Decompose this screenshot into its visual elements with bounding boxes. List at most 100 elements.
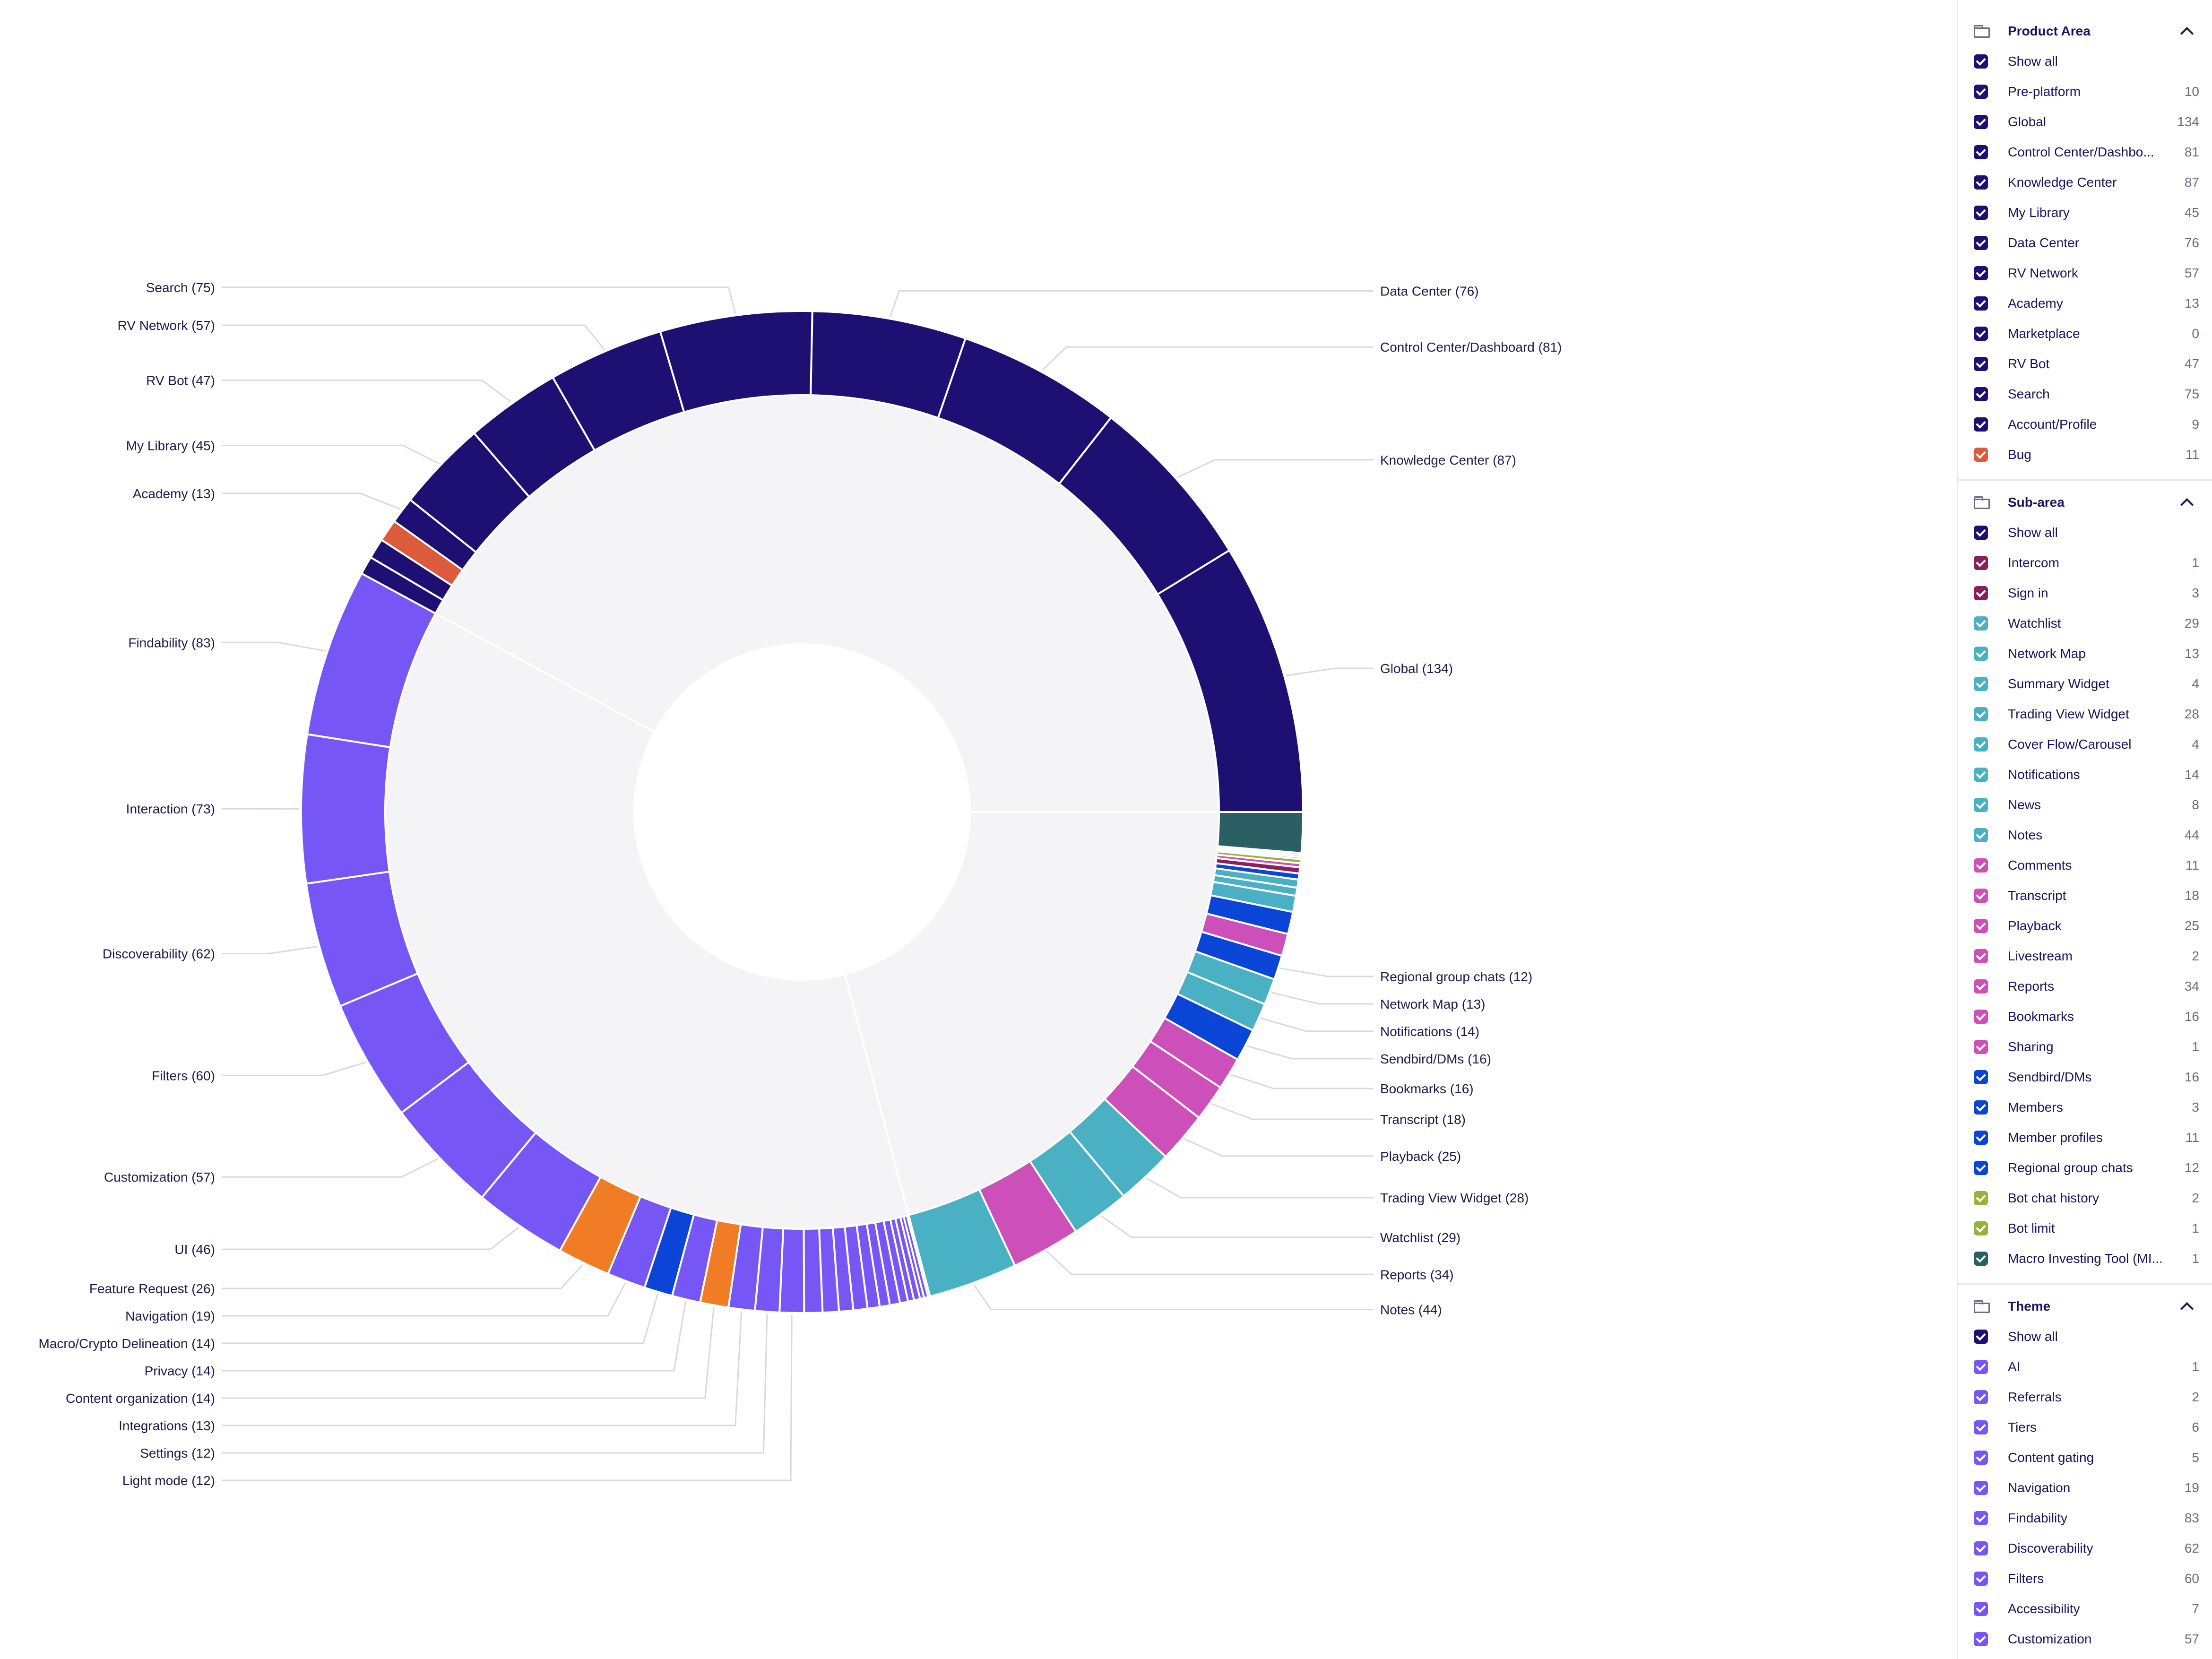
filter-checkbox[interactable] [1974,417,1988,432]
filter-item[interactable]: Global 134 [1958,107,2212,137]
filter-item[interactable]: Filters 60 [1958,1564,2212,1594]
filter-item[interactable]: Cover Flow/Carousel 4 [1958,729,2212,760]
filter-checkbox[interactable] [1974,1221,1988,1236]
show-all-filter[interactable]: Show all [1958,46,2212,77]
filter-checkbox[interactable] [1974,1040,1988,1054]
filter-checkbox[interactable] [1974,1390,1988,1404]
filter-item[interactable]: Bot chat history 2 [1958,1183,2212,1213]
outer-slice[interactable] [727,1223,764,1312]
outer-slice[interactable] [1068,1097,1167,1198]
filter-checkbox[interactable] [1974,54,1988,69]
outer-slice[interactable] [551,330,685,452]
outer-slice[interactable] [1163,992,1254,1061]
filter-item[interactable]: Knowledge Center 87 [1958,167,2212,198]
filter-checkbox[interactable] [1974,175,1988,190]
filter-item[interactable]: Search 75 [1958,379,2212,409]
filter-checkbox[interactable] [1974,296,1988,311]
outer-slice[interactable] [380,519,464,587]
filter-item[interactable]: Referrals 2 [1958,1382,2212,1412]
outer-slice[interactable] [778,1227,805,1314]
filter-item[interactable]: Notes 44 [1958,820,2212,850]
filter-checkbox[interactable] [1974,206,1988,220]
filter-checkbox[interactable] [1974,768,1988,782]
filter-item[interactable]: Comments 11 [1958,850,2212,881]
outer-slice[interactable] [659,310,813,414]
filter-item[interactable]: Member profiles 11 [1958,1123,2212,1153]
filter-item[interactable]: Reports 34 [1958,971,2212,1002]
filter-item[interactable]: Members 3 [1958,1092,2212,1123]
outer-slice[interactable] [1028,1130,1125,1233]
filter-item[interactable]: Marketplace 0 [1958,319,2212,349]
filter-checkbox[interactable] [1974,828,1988,842]
outer-slice[interactable] [831,1226,855,1313]
filter-checkbox[interactable] [1974,979,1988,994]
filter-checkbox[interactable] [1974,145,1988,159]
filter-item[interactable]: My Library 45 [1958,198,2212,228]
filter-checkbox[interactable] [1974,1070,1988,1084]
filter-item[interactable]: RV Bot 47 [1958,349,2212,379]
filter-checkbox[interactable] [1974,115,1988,129]
section-header[interactable]: Sub-area [1958,487,2212,518]
outer-slice[interactable] [1149,1017,1239,1089]
filter-item[interactable]: Account/Profile 9 [1958,409,2212,440]
filter-checkbox[interactable] [1974,798,1988,812]
filter-item[interactable]: RV Network 57 [1958,258,2212,288]
filter-checkbox[interactable] [1974,1602,1988,1616]
filter-item[interactable]: Content gating 5 [1958,1443,2212,1473]
outer-slice[interactable] [305,870,419,1008]
filter-item[interactable]: Tiers 6 [1958,1412,2212,1443]
outer-slice[interactable] [810,310,967,419]
filter-checkbox[interactable] [1974,556,1988,570]
filter-checkbox[interactable] [1974,1010,1988,1024]
outer-slice[interactable] [1200,912,1289,957]
filter-item[interactable]: Regional group chats 12 [1958,1153,2212,1183]
outer-slice[interactable] [937,337,1113,485]
filter-item[interactable]: Playback 25 [1958,911,2212,941]
outer-slice[interactable] [1193,930,1283,981]
outer-slice[interactable] [1103,1065,1201,1158]
filter-checkbox[interactable] [1974,889,1988,903]
filter-checkbox[interactable] [1974,677,1988,691]
outer-slice[interactable] [393,498,477,571]
filter-item[interactable]: Intercom 1 [1958,548,2212,578]
filter-item[interactable]: Sendbird/DMs 16 [1958,1062,2212,1092]
filter-item[interactable]: Findability 83 [1958,1503,2212,1533]
filter-checkbox[interactable] [1974,1330,1988,1344]
outer-slice[interactable] [306,572,437,749]
filter-item[interactable]: Control Center/Dashbo... 81 [1958,137,2212,167]
filter-item[interactable]: Navigation 19 [1958,1473,2212,1503]
filter-item[interactable]: Network Map 13 [1958,639,2212,669]
filter-checkbox[interactable] [1974,858,1988,873]
filter-item[interactable]: Bot limit 1 [1958,1213,2212,1244]
outer-slice[interactable] [753,1226,785,1314]
filter-checkbox[interactable] [1974,707,1988,721]
filter-checkbox[interactable] [1974,526,1988,540]
filter-checkbox[interactable] [1974,266,1988,280]
filter-checkbox[interactable] [1974,1541,1988,1555]
filter-checkbox[interactable] [1974,1451,1988,1465]
filter-item[interactable]: News 8 [1958,790,2212,820]
show-all-filter[interactable]: Show all [1958,1322,2212,1352]
outer-slice[interactable] [978,1159,1078,1267]
filter-item[interactable]: Bug 11 [1958,440,2212,470]
outer-slice[interactable] [1209,881,1297,913]
filter-checkbox[interactable] [1974,387,1988,401]
filter-item[interactable]: Trading View Widget 28 [1958,699,2212,729]
filter-checkbox[interactable] [1974,1161,1988,1175]
outer-slice[interactable] [1216,811,1305,855]
outer-slice[interactable] [844,1224,869,1312]
filter-item[interactable]: Watchlist 29 [1958,608,2212,639]
filter-checkbox[interactable] [1974,357,1988,371]
outer-slice[interactable] [1185,950,1276,1006]
outer-slice[interactable] [699,1219,742,1309]
filter-checkbox[interactable] [1974,327,1988,341]
outer-slice[interactable] [671,1213,718,1304]
outer-slice[interactable] [643,1206,695,1297]
filter-item[interactable]: Livestream 2 [1958,941,2212,971]
show-all-filter[interactable]: Show all [1958,518,2212,548]
filter-item[interactable]: Bookmarks 16 [1958,1002,2212,1032]
filter-item[interactable]: Customization 57 [1958,1624,2212,1654]
outer-slice[interactable] [1131,1040,1222,1119]
outer-slice[interactable] [400,1061,537,1199]
filter-item[interactable]: Pre-platform 10 [1958,77,2212,107]
